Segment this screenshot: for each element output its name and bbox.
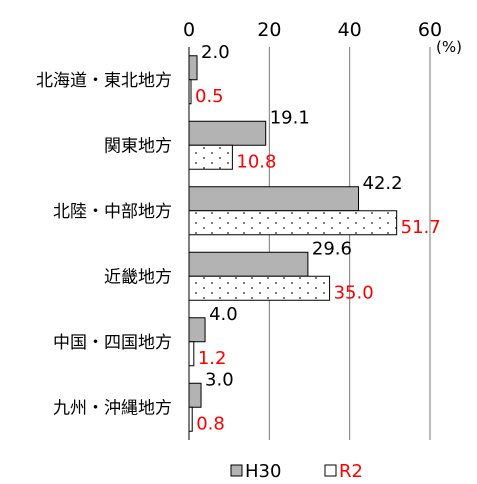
bars [188, 55, 398, 432]
category-label: 中国・四国地方 [53, 333, 172, 353]
legend-label-h30: H30 [245, 461, 281, 482]
x-tick-label: 60 [418, 19, 442, 41]
unit-label: (%) [436, 38, 462, 56]
data-label-r2: 35.0 [334, 282, 374, 303]
data-label-r2: 10.8 [236, 151, 276, 172]
x-tick-label: 20 [257, 19, 281, 41]
x-tick-label: 40 [338, 19, 362, 41]
data-label-r2: 0.8 [196, 413, 225, 434]
x-axis-ticks: 0 20 40 60 [183, 19, 442, 41]
bar-h30 [188, 317, 206, 343]
bar-h30 [188, 382, 202, 408]
data-label-h30: 29.6 [312, 238, 352, 259]
data-label-r2: 0.5 [195, 86, 224, 107]
legend-swatch-r2 [324, 464, 337, 477]
data-label-r2: 51.7 [401, 217, 441, 238]
bar-h30 [188, 120, 267, 146]
bar-r2 [188, 275, 331, 301]
bar-r2 [188, 144, 233, 170]
category-label: 北陸・中部地方 [53, 202, 172, 222]
gridlines [268, 47, 431, 440]
bar-r2 [188, 210, 398, 236]
bar-h30 [188, 55, 198, 81]
category-label: 北海道・東北地方 [36, 71, 172, 91]
data-label-h30: 2.0 [201, 42, 230, 63]
category-label: 関東地方 [104, 136, 172, 156]
data-label-h30: 42.2 [363, 173, 403, 194]
legend-swatch-h30 [230, 464, 243, 477]
category-label: 近畿地方 [104, 267, 172, 287]
bar-h30 [188, 186, 360, 212]
data-label-h30: 4.0 [209, 304, 238, 325]
legend-label-r2: R2 [339, 461, 363, 482]
bar-r2 [188, 341, 195, 367]
bar-h30 [188, 251, 309, 277]
data-label-r2: 1.2 [198, 348, 227, 369]
legend: H30 R2 [230, 461, 363, 482]
x-tick-label: 0 [183, 19, 195, 41]
data-labels: 2.0 0.5 19.1 10.8 42.2 51.7 29.6 35.0 4.0 1.23.0 0… [195, 42, 441, 435]
data-label-h30: 19.1 [270, 107, 310, 128]
category-label: 九州・沖縄地方 [53, 398, 172, 418]
data-label-h30: 3.0 [205, 369, 234, 390]
